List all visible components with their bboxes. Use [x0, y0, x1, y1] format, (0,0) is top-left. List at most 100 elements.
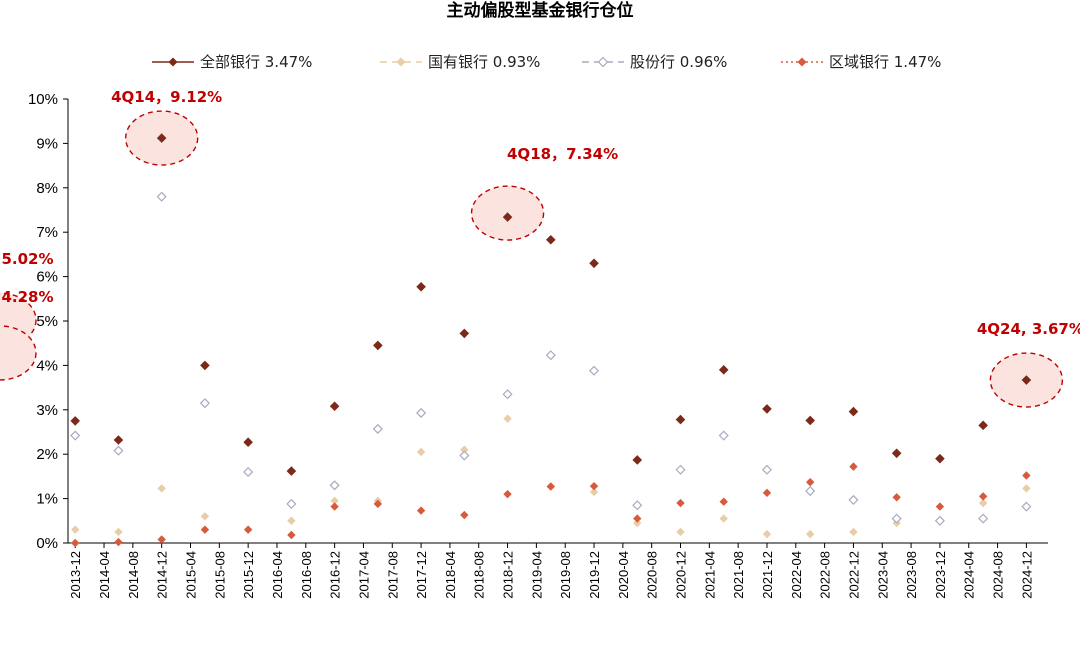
x-tick-label: 2024-04: [962, 551, 977, 599]
annotation-labels: 4Q14，9.12% 4Q18，7.34% 1Q21, 5.02% 1Q22, 4.2…: [0, 88, 1080, 338]
data-point: [503, 414, 512, 423]
y-tick-label: 5%: [36, 313, 58, 330]
legend: 全部银行 3.47% 国有银行 0.93% 股份行 0.96% 区域银行 1.47%: [152, 53, 941, 71]
legend-item: 股份行 0.96%: [582, 53, 727, 71]
data-point: [157, 535, 166, 544]
x-tick-label: 2023-04: [875, 551, 890, 599]
data-point: [848, 494, 859, 505]
annotation-ellipse: [0, 325, 37, 381]
data-point: [632, 500, 643, 511]
x-tick-label: 2015-04: [184, 551, 199, 599]
data-point: [891, 448, 902, 459]
data-point: [718, 430, 729, 441]
data-point: [761, 464, 773, 475]
data-point: [71, 538, 80, 548]
x-tick-label: 2020-12: [674, 551, 689, 599]
data-point: [806, 477, 815, 487]
data-point: [373, 340, 383, 351]
series-layer: [70, 133, 1032, 548]
x-tick-label: 2022-04: [789, 551, 804, 599]
data-point: [157, 484, 166, 493]
data-point: [719, 514, 728, 523]
x-tick-label: 2020-04: [616, 551, 631, 599]
y-tick-label: 2%: [36, 446, 58, 463]
data-point: [934, 515, 945, 526]
data-point: [502, 212, 513, 222]
data-point: [71, 525, 80, 534]
data-point: [156, 191, 167, 202]
data-point: [373, 499, 383, 509]
data-point: [762, 529, 772, 539]
data-point: [372, 423, 383, 434]
x-tick-label: 2017-12: [414, 551, 429, 599]
x-tick-label: 2016-04: [270, 551, 285, 599]
data-point: [589, 481, 599, 491]
y-tick-label: 10%: [28, 91, 58, 108]
data-point: [416, 447, 426, 457]
axes: 0% 1% 2% 3% 4% 5% 6% 7% 8% 9% 10% 2013-12 2014-04 201…: [28, 91, 1048, 599]
legend-marker: [597, 56, 609, 68]
x-tick-label: 2014-12: [155, 551, 170, 599]
x-tick-label: 2017-04: [356, 551, 371, 599]
data-point: [718, 365, 729, 375]
series-0: [70, 133, 1032, 476]
data-point: [633, 518, 642, 528]
data-point: [935, 502, 945, 511]
legend-label: 股份行 0.96%: [630, 53, 727, 71]
x-tick-label: 2013-12: [68, 551, 83, 599]
legend-item: 区域银行 1.47%: [781, 53, 941, 71]
x-tick-label: 2021-04: [702, 551, 717, 599]
data-point: [113, 435, 124, 445]
series-2: [70, 191, 1032, 526]
legend-label: 全部银行 3.47%: [200, 53, 312, 71]
data-point: [762, 404, 772, 414]
data-point: [243, 525, 253, 534]
data-point: [805, 415, 816, 426]
data-point: [848, 406, 859, 417]
data-point: [460, 510, 469, 520]
x-tick-label: 2017-08: [385, 551, 400, 599]
x-tick-label: 2022-12: [846, 551, 861, 599]
data-point: [675, 464, 686, 475]
data-point: [633, 514, 642, 523]
data-point: [287, 516, 296, 525]
x-tick-label: 2021-08: [731, 551, 746, 599]
data-point: [676, 498, 685, 508]
data-point: [1022, 484, 1031, 493]
x-tick-label: 2019-12: [587, 551, 602, 599]
data-point: [70, 430, 81, 441]
data-point: [1021, 501, 1032, 512]
y-tick-label: 0%: [36, 535, 58, 552]
data-point: [199, 398, 210, 409]
x-tick-label: 2018-04: [443, 551, 458, 599]
y-tick-label: 1%: [36, 491, 58, 508]
x-tick-label: 2019-08: [558, 551, 573, 599]
x-tick-label: 2018-12: [501, 551, 516, 599]
x-tick-label: 2015-08: [212, 551, 227, 599]
data-point: [503, 489, 512, 499]
data-point: [892, 493, 901, 502]
data-point: [762, 488, 772, 498]
annotation-label: 4Q14，9.12%: [111, 88, 222, 106]
annotation-label: 1Q21, 5.02%: [0, 250, 54, 268]
data-point: [849, 462, 858, 471]
legend-item: 全部银行 3.47%: [152, 53, 312, 71]
data-point: [806, 529, 815, 539]
x-tick-label: 2022-08: [818, 551, 833, 599]
annotation-label: 4Q18，7.34%: [507, 145, 618, 163]
annotation-label: 4Q24, 3.67%: [977, 320, 1080, 338]
data-point: [416, 282, 426, 292]
data-point: [329, 401, 340, 412]
data-point: [70, 416, 81, 426]
data-point: [200, 525, 210, 534]
data-point: [978, 498, 988, 508]
data-point: [978, 513, 989, 524]
x-tick-label: 2024-08: [991, 551, 1006, 599]
x-tick-label: 2023-08: [904, 551, 919, 599]
data-point: [1022, 471, 1031, 480]
x-tick-label: 2020-08: [645, 551, 660, 599]
legend-marker: [168, 57, 178, 67]
data-point: [459, 450, 470, 461]
data-point: [329, 480, 340, 491]
